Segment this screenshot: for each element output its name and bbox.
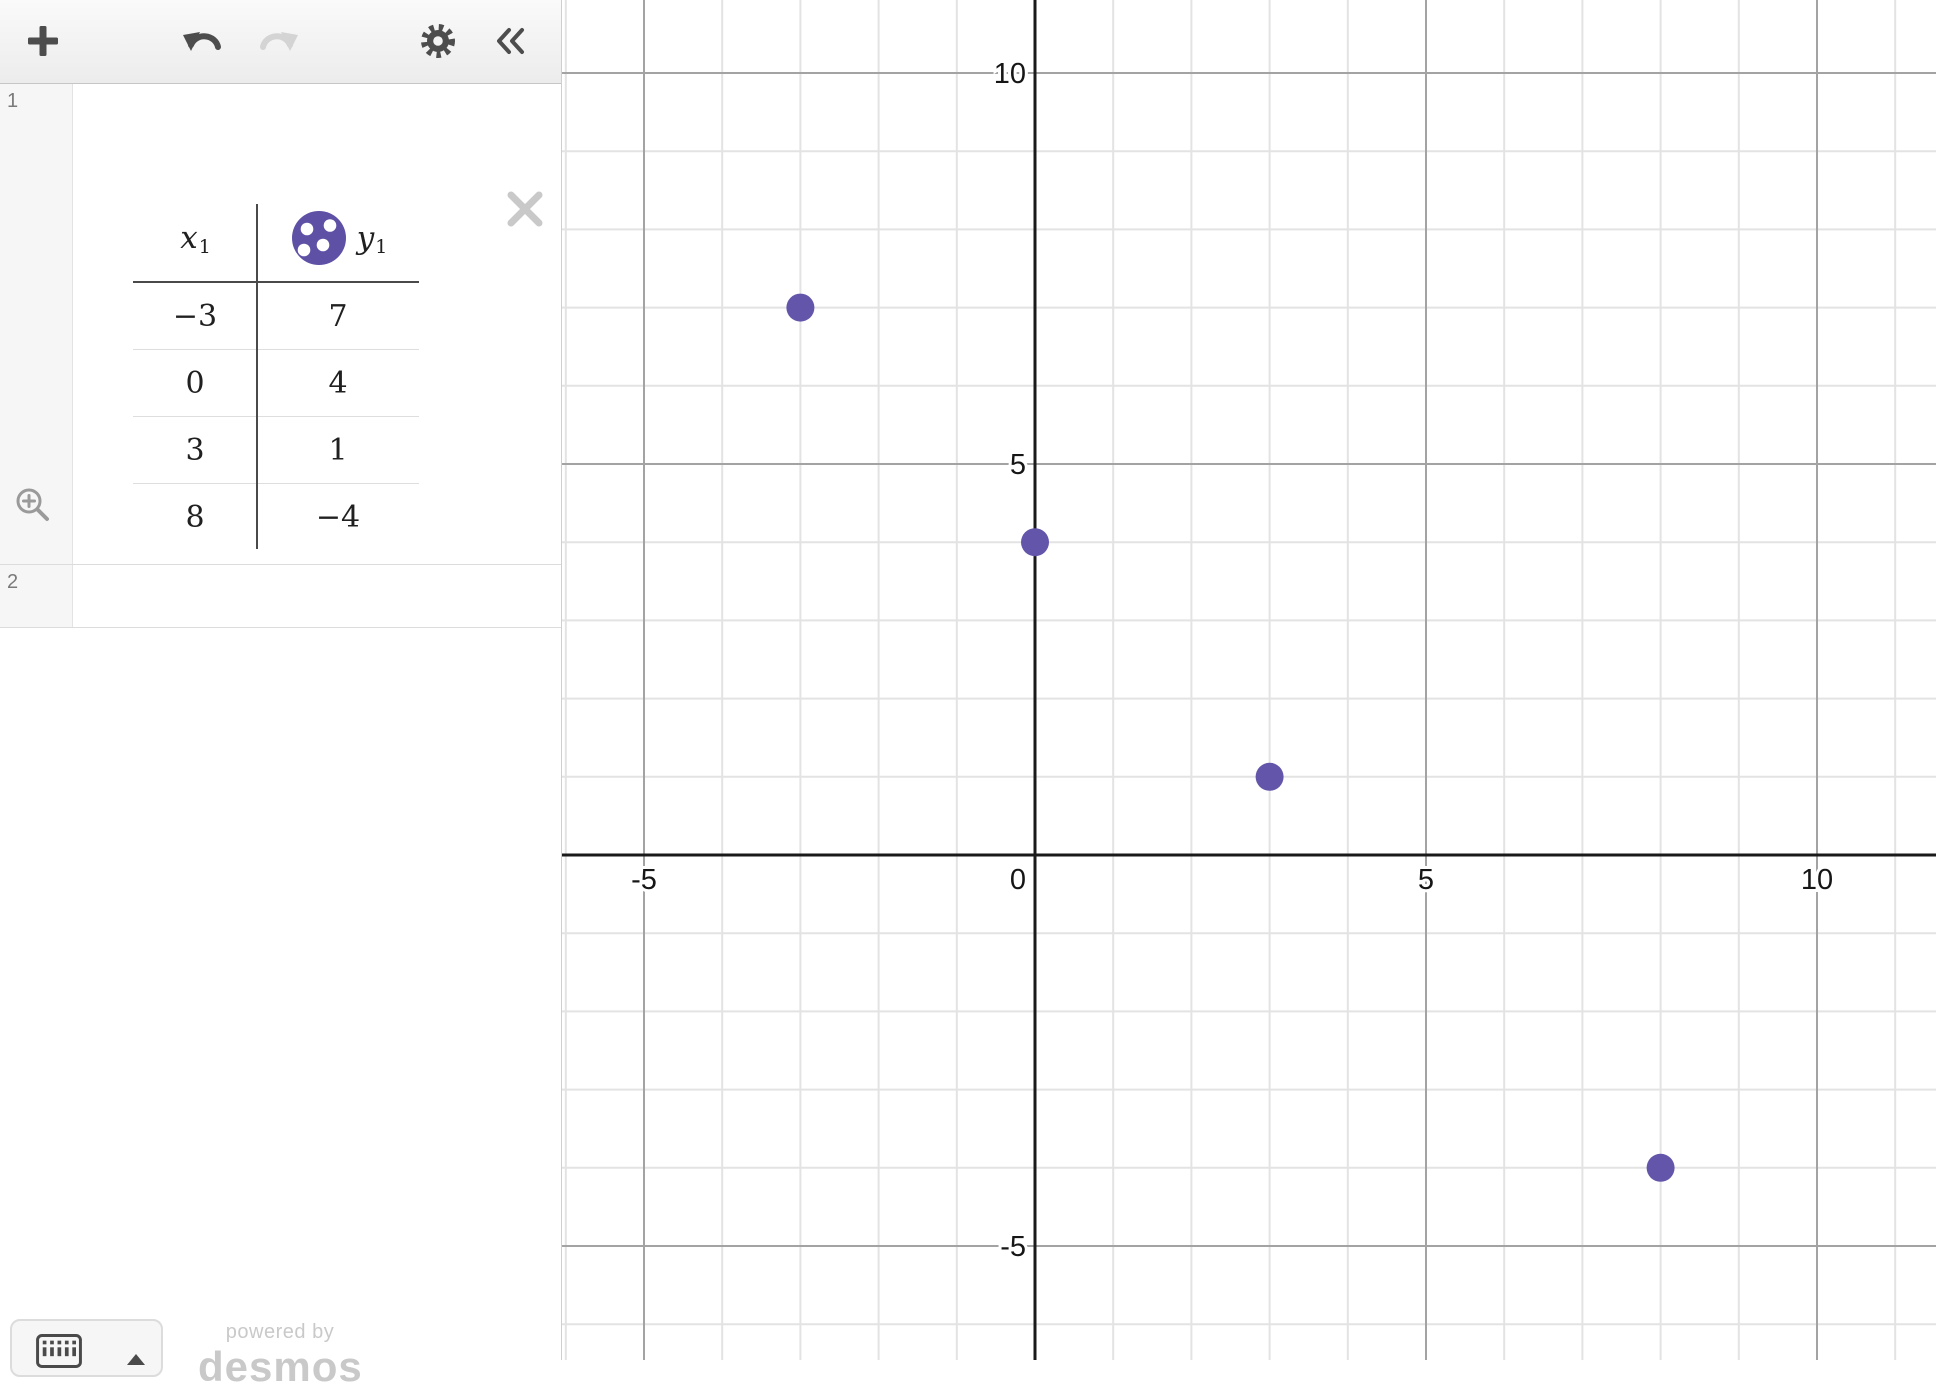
table-cell-x1[interactable]: −3 bbox=[172, 298, 218, 334]
axis-tick-label: -5 bbox=[631, 864, 657, 896]
zoom-fit-icon bbox=[14, 488, 52, 527]
table-cell-y4[interactable]: −4 bbox=[315, 499, 361, 535]
axis-tick-label: 10 bbox=[994, 58, 1026, 90]
point-style-button[interactable] bbox=[290, 209, 348, 267]
plus-icon bbox=[25, 23, 61, 62]
expression-item-1[interactable]: 1 bbox=[0, 84, 561, 565]
expression-item-2[interactable]: 2 bbox=[0, 565, 561, 628]
axis-tick-label: 5 bbox=[1010, 449, 1026, 481]
add-expression-button[interactable] bbox=[19, 18, 67, 66]
keyboard-toggle-button[interactable] bbox=[10, 1319, 163, 1377]
scatter-point[interactable] bbox=[1021, 528, 1049, 557]
table-cell-x2[interactable]: 0 bbox=[185, 365, 205, 401]
graph-settings-button[interactable] bbox=[414, 18, 462, 66]
table-column-divider bbox=[256, 204, 258, 549]
undo-icon bbox=[182, 25, 226, 60]
expressions-toolbar bbox=[0, 0, 561, 84]
scatter-point[interactable] bbox=[786, 293, 815, 322]
table-cell-x3[interactable]: 3 bbox=[185, 432, 205, 468]
expression-gutter-2[interactable]: 2 bbox=[0, 565, 73, 627]
axis-tick-label: -5 bbox=[1000, 1231, 1026, 1263]
gear-icon bbox=[417, 20, 459, 65]
close-icon bbox=[503, 191, 547, 234]
axis-tick-label: 0 bbox=[1010, 864, 1026, 896]
table-row: −3 7 bbox=[133, 283, 419, 350]
table-cell-x4[interactable]: 8 bbox=[185, 499, 205, 535]
undo-button[interactable] bbox=[180, 18, 228, 66]
scatter-point[interactable] bbox=[1646, 1153, 1675, 1182]
scatter-points-icon bbox=[290, 210, 348, 270]
delete-expression-button[interactable] bbox=[503, 187, 547, 231]
expression-number: 1 bbox=[7, 90, 19, 112]
scatter-point[interactable] bbox=[1255, 762, 1284, 791]
table-cell-y2[interactable]: 4 bbox=[328, 365, 348, 401]
collapse-panel-button[interactable] bbox=[487, 18, 535, 66]
zoom-fit-button[interactable] bbox=[14, 486, 52, 524]
axis-tick-label: 10 bbox=[1801, 864, 1833, 896]
expression-gutter-1[interactable]: 1 bbox=[0, 84, 73, 564]
expressions-panel: 1 bbox=[0, 0, 562, 1388]
table-row: 3 1 bbox=[133, 417, 419, 484]
table-cell-y3[interactable]: 1 bbox=[328, 432, 348, 468]
branding: powered by desmos bbox=[198, 1322, 362, 1388]
table-row: 8 −4 bbox=[133, 484, 419, 550]
keyboard-icon bbox=[28, 1334, 90, 1371]
desmos-logo: desmos bbox=[198, 1343, 363, 1390]
axis-tick-label: 5 bbox=[1418, 864, 1434, 896]
redo-button[interactable] bbox=[253, 18, 301, 66]
collapse-chevrons-icon bbox=[495, 27, 527, 58]
table-cell-y1[interactable]: 7 bbox=[328, 298, 348, 334]
powered-by-label: powered by bbox=[225, 1321, 335, 1343]
redo-icon bbox=[255, 25, 299, 60]
expression-number: 2 bbox=[7, 571, 19, 593]
table-row: 0 4 bbox=[133, 350, 419, 417]
